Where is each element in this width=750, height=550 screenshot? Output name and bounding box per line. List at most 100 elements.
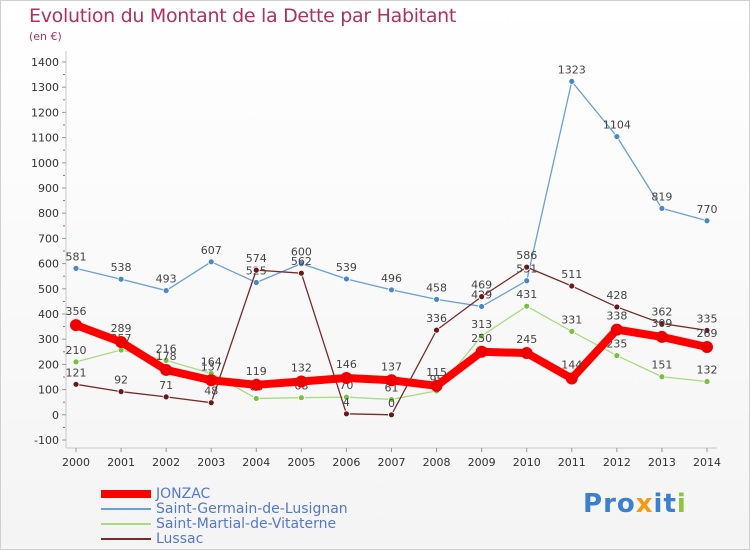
legend-label-jonzac: JONZAC bbox=[156, 486, 211, 502]
x-tick-label-14: 2014 bbox=[693, 456, 721, 469]
data-label-saint-germain-de-lusignan-2005: 600 bbox=[291, 246, 312, 259]
y-tick-label-12: 1100 bbox=[31, 132, 59, 145]
y-tick-label-2: 100 bbox=[38, 384, 59, 397]
data-point-jonzac-2009 bbox=[475, 345, 488, 358]
data-point-jonzac-2007 bbox=[385, 374, 398, 387]
data-label-jonzac-2013: 309 bbox=[651, 317, 672, 330]
data-label-saint-germain-de-lusignan-2012: 1104 bbox=[603, 119, 631, 132]
x-tick-label-4: 2004 bbox=[242, 456, 270, 469]
logo-letter-0: P bbox=[583, 489, 604, 519]
x-tick-label-11: 2011 bbox=[558, 456, 586, 469]
data-label-lussac-2011: 511 bbox=[561, 268, 582, 281]
data-label-jonzac-2007: 137 bbox=[381, 360, 402, 373]
data-label-lussac-2012: 428 bbox=[606, 289, 627, 302]
data-point-lussac-2007 bbox=[388, 411, 395, 419]
data-point-lussac-2013 bbox=[658, 320, 666, 327]
data-point-saint-germain-de-lusignan-2001 bbox=[117, 275, 125, 283]
data-point-saint-germain-de-lusignan-2011 bbox=[568, 78, 576, 85]
y-tick-label-6: 500 bbox=[38, 283, 59, 296]
data-point-jonzac-2008 bbox=[430, 379, 443, 392]
data-point-saint-germain-de-lusignan-2000 bbox=[72, 264, 80, 272]
data-point-lussac-2008 bbox=[433, 326, 440, 334]
x-tick-label-10: 2010 bbox=[513, 456, 541, 469]
data-label-lussac-2014: 335 bbox=[697, 312, 718, 325]
data-point-saint-germain-de-lusignan-2008 bbox=[433, 295, 440, 303]
logo-letter-1: r bbox=[603, 489, 617, 519]
data-label-saint-martial-de-vitaterne-2002: 216 bbox=[156, 342, 177, 355]
data-label-saint-martial-de-vitaterne-2014: 132 bbox=[697, 364, 718, 377]
data-point-saint-germain-de-lusignan-2007 bbox=[388, 286, 395, 294]
data-point-lussac-2009 bbox=[478, 293, 486, 301]
data-label-saint-martial-de-vitaterne-2013: 151 bbox=[651, 359, 672, 372]
data-point-jonzac-2003 bbox=[205, 374, 218, 387]
legend-label-lussac: Lussac bbox=[156, 531, 204, 547]
data-point-lussac-2010 bbox=[523, 263, 531, 271]
data-point-saint-martial-de-vitaterne-2002 bbox=[162, 356, 170, 364]
data-point-lussac-2012 bbox=[613, 303, 621, 311]
data-label-lussac-2000: 121 bbox=[66, 366, 87, 379]
data-point-saint-germain-de-lusignan-2006 bbox=[343, 275, 350, 283]
data-label-saint-martial-de-vitaterne-2000: 210 bbox=[66, 344, 87, 357]
logo-letter-2: o bbox=[616, 489, 636, 519]
y-tick-label-8: 700 bbox=[38, 232, 59, 245]
data-point-jonzac-2000 bbox=[70, 319, 82, 332]
data-point-lussac-2000 bbox=[72, 380, 80, 388]
x-tick-label-13: 2013 bbox=[648, 456, 676, 469]
data-label-saint-martial-de-vitaterne-2011: 331 bbox=[561, 313, 582, 326]
data-label-lussac-2010: 586 bbox=[516, 249, 537, 262]
data-point-jonzac-2011 bbox=[565, 372, 578, 385]
data-label-lussac-2009: 469 bbox=[471, 279, 492, 292]
data-label-saint-martial-de-vitaterne-2009: 313 bbox=[471, 318, 492, 331]
data-label-jonzac-2012: 338 bbox=[606, 310, 627, 323]
data-point-lussac-2003 bbox=[207, 399, 215, 407]
x-tick-label-8: 2008 bbox=[423, 456, 451, 469]
data-label-saint-germain-de-lusignan-2002: 493 bbox=[156, 273, 177, 286]
data-point-saint-martial-de-vitaterne-2009 bbox=[478, 332, 486, 340]
y-tick-label-1: 0 bbox=[52, 409, 59, 422]
data-point-jonzac-2005 bbox=[295, 375, 308, 388]
data-point-saint-germain-de-lusignan-2012 bbox=[613, 133, 621, 140]
data-point-saint-martial-de-vitaterne-2010 bbox=[523, 302, 531, 310]
data-point-saint-martial-de-vitaterne-2000 bbox=[72, 358, 80, 366]
data-label-lussac-2002: 71 bbox=[159, 379, 173, 392]
data-label-saint-germain-de-lusignan-2006: 539 bbox=[336, 261, 357, 274]
data-point-jonzac-2012 bbox=[610, 323, 623, 336]
x-tick-label-7: 2007 bbox=[378, 456, 406, 469]
y-tick-label-13: 1200 bbox=[31, 106, 59, 119]
data-point-saint-martial-de-vitaterne-2007 bbox=[388, 396, 395, 403]
legend-swatch-saint-germain-de-lusignan bbox=[101, 508, 151, 510]
data-point-saint-martial-de-vitaterne-2004 bbox=[252, 395, 260, 402]
data-point-lussac-2014 bbox=[703, 326, 711, 334]
y-tick-label-10: 900 bbox=[38, 182, 59, 195]
data-label-saint-germain-de-lusignan-2001: 538 bbox=[111, 261, 132, 274]
legend-label-saint-martial-de-vitaterne: Saint-Martial-de-Vitaterne bbox=[156, 516, 337, 532]
data-label-lussac-2005: 562 bbox=[291, 255, 312, 268]
data-point-saint-martial-de-vitaterne-2012 bbox=[613, 352, 621, 359]
data-label-saint-germain-de-lusignan-2008: 458 bbox=[426, 281, 447, 294]
y-tick-label-15: 1400 bbox=[31, 56, 59, 69]
data-point-jonzac-2004 bbox=[250, 378, 263, 391]
legend-swatch-saint-martial-de-vitaterne bbox=[101, 523, 151, 525]
legend-label-saint-germain-de-lusignan: Saint-Germain-de-Lusignan bbox=[156, 501, 348, 517]
data-point-saint-germain-de-lusignan-2014 bbox=[703, 217, 711, 225]
data-point-saint-germain-de-lusignan-2009 bbox=[478, 303, 486, 310]
data-point-lussac-2011 bbox=[568, 282, 576, 290]
data-point-saint-germain-de-lusignan-2003 bbox=[207, 258, 215, 266]
data-label-saint-germain-de-lusignan-2000: 581 bbox=[66, 250, 87, 263]
y-tick-label-4: 300 bbox=[38, 333, 59, 346]
x-tick-label-1: 2001 bbox=[107, 456, 135, 469]
data-label-lussac-2006: 4 bbox=[343, 396, 350, 409]
data-label-jonzac-2001: 289 bbox=[111, 322, 132, 335]
data-point-jonzac-2010 bbox=[520, 347, 533, 360]
data-point-saint-martial-de-vitaterne-2006 bbox=[343, 393, 350, 401]
data-label-lussac-2004: 574 bbox=[246, 252, 267, 265]
y-tick-label-5: 400 bbox=[38, 308, 59, 321]
data-label-saint-germain-de-lusignan-2007: 496 bbox=[381, 272, 402, 285]
y-tick-label-0: -100 bbox=[34, 434, 59, 447]
data-label-lussac-2003: 48 bbox=[204, 385, 218, 398]
x-tick-label-2: 2002 bbox=[152, 456, 180, 469]
data-label-saint-martial-de-vitaterne-2003: 164 bbox=[201, 355, 222, 368]
data-point-lussac-2005 bbox=[297, 269, 305, 277]
